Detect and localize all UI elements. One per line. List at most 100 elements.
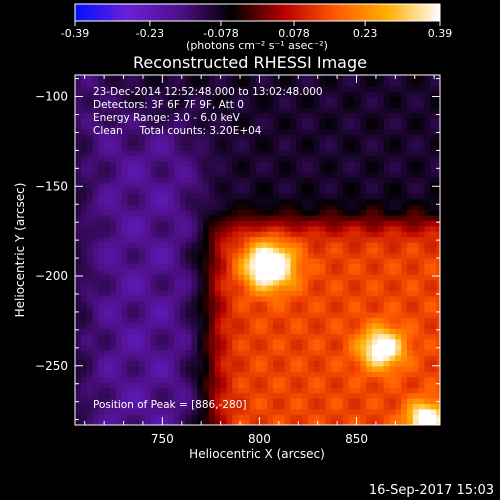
heatmap-cell — [430, 274, 437, 281]
heatmap-cell — [337, 182, 344, 189]
heatmap-cell — [191, 371, 198, 378]
heatmap-cell — [418, 209, 426, 216]
heatmap-cell — [377, 338, 385, 345]
heatmap-cell — [331, 150, 338, 157]
heatmap-cell — [249, 419, 257, 425]
heatmap-cell — [377, 317, 385, 324]
heatmap-cell — [214, 317, 222, 324]
heatmap-cell — [243, 414, 251, 421]
heatmap-cell — [436, 171, 440, 178]
heatmap-cell — [395, 204, 402, 211]
heatmap-cell — [261, 322, 268, 329]
heatmap-cell — [150, 328, 158, 335]
heatmap-cell — [98, 290, 105, 297]
heatmap-cell — [325, 392, 332, 399]
heatmap-cell — [319, 85, 327, 92]
heatmap-cell — [197, 392, 204, 399]
heatmap-cell — [430, 85, 437, 92]
heatmap-cell — [278, 171, 286, 178]
heatmap-cell — [232, 403, 239, 410]
heatmap-cell — [383, 75, 391, 81]
heatmap-cell — [168, 338, 175, 345]
heatmap-cell — [214, 107, 222, 114]
heatmap-cell — [325, 101, 332, 108]
heatmap-cell — [203, 209, 210, 216]
heatmap-cell — [255, 408, 262, 415]
heatmap-cell — [75, 263, 82, 270]
heatmap-cell — [278, 241, 286, 248]
heatmap-cell — [424, 285, 431, 291]
heatmap-cell — [92, 85, 99, 92]
heatmap-cell — [162, 225, 169, 232]
heatmap-cell — [366, 220, 373, 227]
heatmap-cell — [401, 268, 408, 275]
heatmap-cell — [185, 247, 193, 254]
heatmap-cell — [203, 333, 210, 340]
heatmap-cell — [197, 107, 204, 114]
heatmap-cell — [179, 392, 187, 399]
heatmap-cell — [203, 285, 210, 291]
heatmap-cell — [406, 91, 414, 98]
heatmap-cell — [179, 306, 187, 313]
heatmap-cell — [406, 365, 414, 372]
heatmap-cell — [436, 365, 440, 372]
heatmap-cell — [144, 376, 152, 383]
heatmap-cell — [406, 414, 414, 421]
heatmap-cell — [273, 112, 280, 119]
heatmap-cell — [354, 161, 361, 168]
heatmap-cell — [115, 408, 123, 415]
heatmap-cell — [372, 85, 379, 92]
heatmap-cell — [115, 209, 123, 216]
heatmap-cell — [273, 398, 280, 405]
heatmap-cell — [372, 241, 379, 248]
heatmap-cell — [366, 398, 373, 405]
heatmap-cell — [232, 258, 239, 265]
heatmap-cell — [150, 177, 158, 184]
heatmap-cell — [208, 161, 216, 168]
heatmap-cell — [377, 247, 385, 254]
heatmap-cell — [232, 166, 239, 173]
heatmap-cell — [302, 220, 309, 227]
heatmap-cell — [424, 333, 431, 340]
heatmap-cell — [243, 155, 251, 162]
heatmap-cell — [401, 258, 408, 265]
heatmap-cell — [197, 268, 204, 275]
heatmap-cell — [174, 123, 181, 130]
heatmap-cell — [162, 139, 169, 146]
heatmap-cell — [325, 247, 332, 254]
heatmap-cell — [325, 96, 332, 103]
heatmap-cell — [185, 198, 193, 205]
heatmap-cell — [179, 274, 187, 281]
heatmap-cell — [168, 403, 175, 410]
heatmap-cell — [418, 414, 426, 421]
heatmap-cell — [296, 139, 303, 146]
heatmap-cell — [313, 301, 321, 308]
heatmap-cell — [238, 150, 245, 157]
heatmap-cell — [226, 376, 233, 383]
heatmap-cell — [243, 311, 251, 318]
heatmap-cell — [337, 107, 344, 114]
heatmap-cell — [127, 150, 134, 157]
heatmap-cell — [278, 349, 286, 356]
heatmap-cell — [436, 301, 440, 308]
heatmap-cell — [156, 392, 163, 399]
heatmap-cell — [255, 166, 262, 173]
heatmap-cell — [360, 322, 367, 329]
heatmap-cell — [389, 101, 396, 108]
heatmap-cell — [401, 247, 408, 254]
heatmap-cell — [226, 311, 233, 318]
heatmap-cell — [162, 145, 169, 151]
heatmap-cell — [86, 258, 94, 265]
heatmap-cell — [325, 387, 332, 394]
heatmap-cell — [75, 311, 82, 318]
heatmap-cell — [430, 403, 437, 410]
heatmap-cell — [261, 398, 268, 405]
heatmap-cell — [86, 188, 94, 195]
heatmap-cell — [377, 263, 385, 270]
heatmap-cell — [296, 123, 303, 130]
heatmap-cell — [372, 166, 379, 173]
heatmap-cell — [436, 360, 440, 367]
heatmap-cell — [220, 360, 228, 367]
heatmap-cell — [401, 355, 408, 361]
heatmap-cell — [273, 118, 280, 125]
